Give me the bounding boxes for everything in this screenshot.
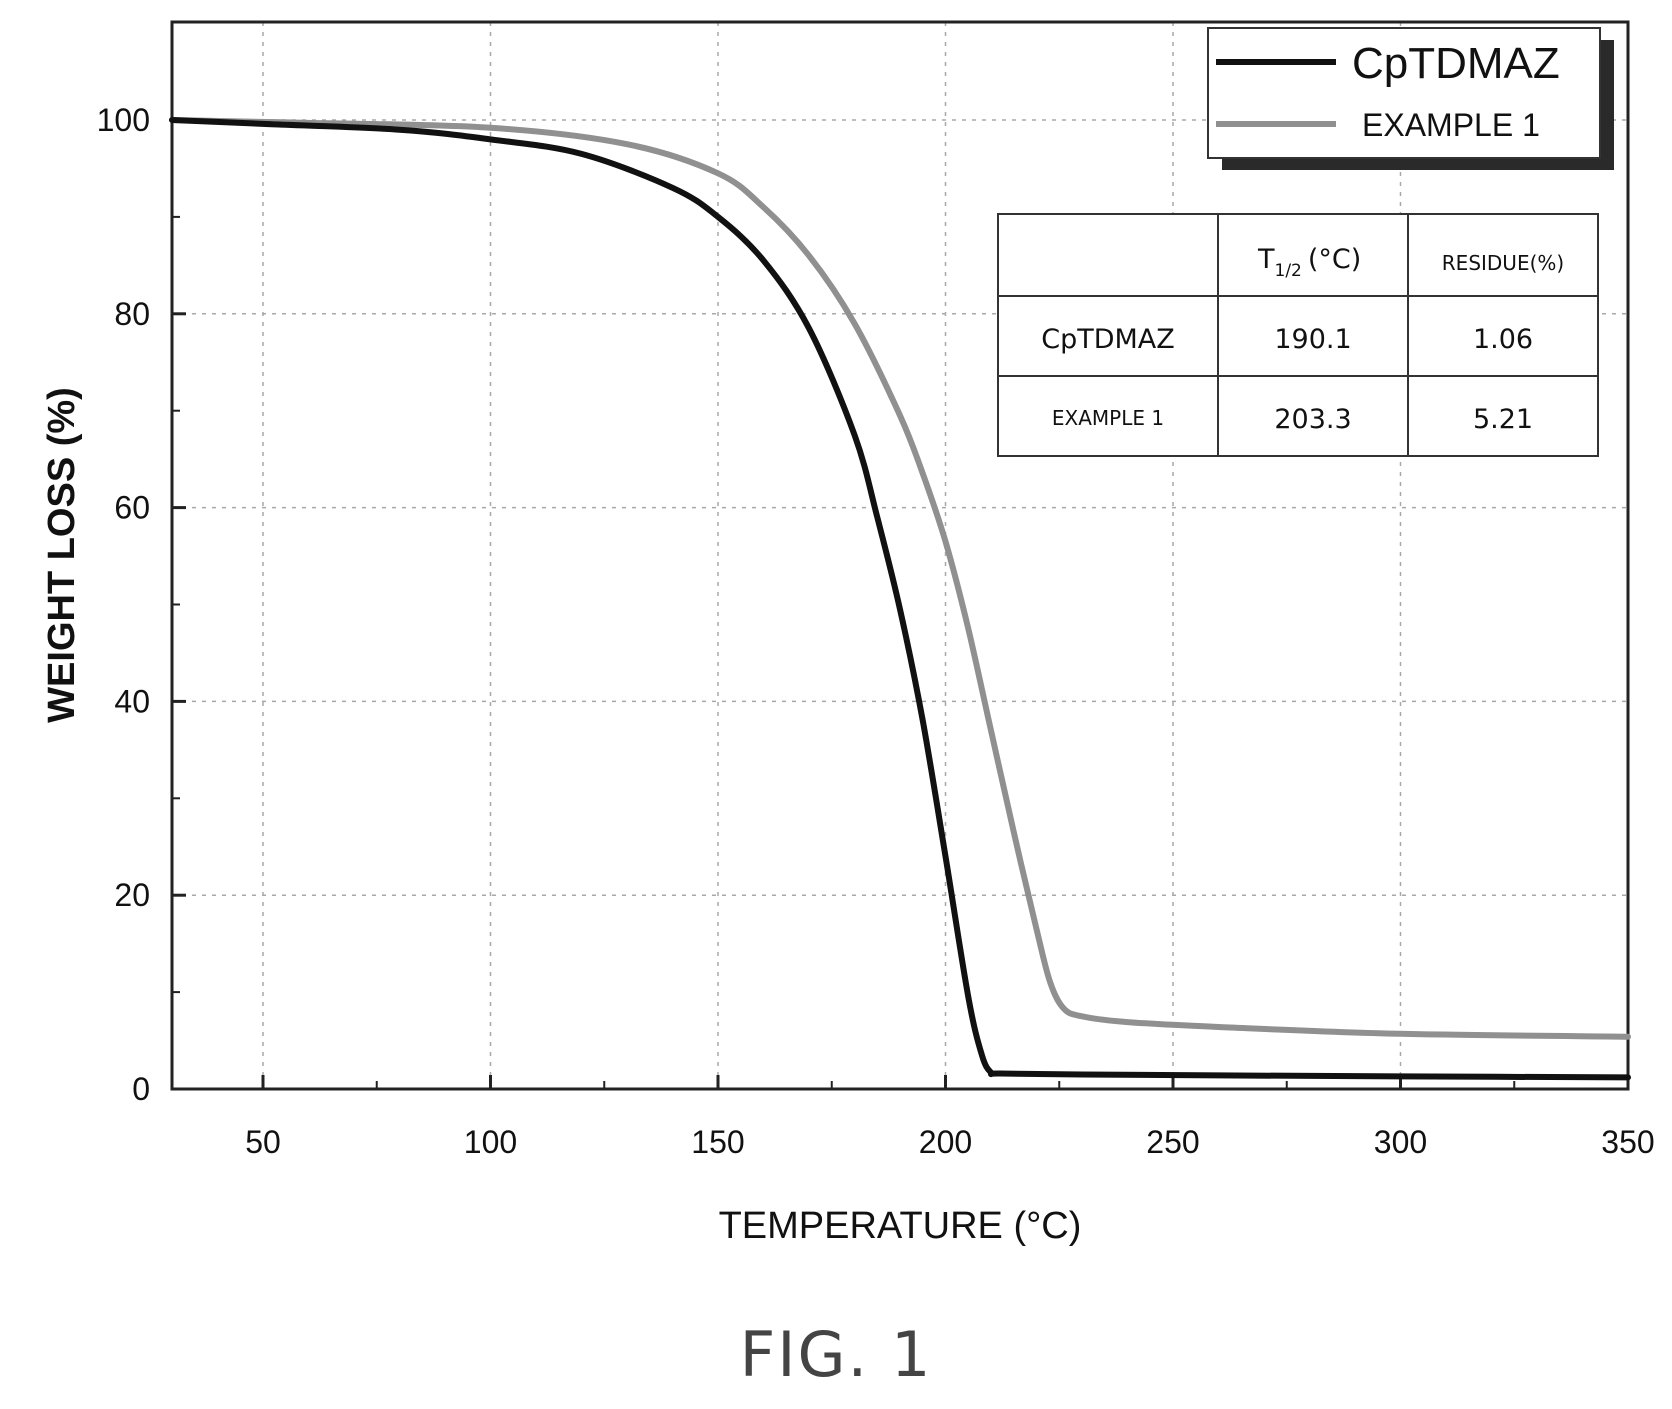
inset-table-header-residue: RESIDUE(%): [1442, 251, 1564, 275]
inset-table-cell: EXAMPLE 1: [1052, 406, 1164, 430]
inset-table-cell: CpTDMAZ: [1041, 324, 1175, 355]
plot-frame: [170, 20, 1630, 1091]
grid: [172, 22, 1628, 1089]
x-tick-label: 350: [1601, 1124, 1654, 1160]
series-line-cptdmaz: [169, 117, 1631, 1081]
inset-table-frame: [997, 213, 1599, 457]
inset-table-cell: 5.21: [1473, 404, 1533, 435]
inset-table-header-subscript: 1/2: [1275, 261, 1302, 281]
series-lines: [169, 117, 1631, 1081]
y-tick-label: 20: [114, 877, 150, 913]
figure-caption: FIG. 1: [739, 1318, 933, 1391]
y-tick-label: 40: [114, 683, 150, 719]
inset-table-cell: 1.06: [1473, 324, 1533, 355]
x-tick-label: 200: [919, 1124, 972, 1160]
legend-label-cptdmaz: CpTDMAZ: [1352, 39, 1560, 88]
legend-label-example-1: EXAMPLE 1: [1362, 107, 1540, 143]
y-tick-label: 60: [114, 490, 150, 526]
x-axis-title: TEMPERATURE (°C): [719, 1205, 1082, 1247]
legend-box: [1207, 27, 1601, 159]
axis-ticks: 50 100 150 200 250 300 350 0 20 40 60 80 100: [97, 102, 1655, 1160]
inset-table: T1/2 (°C) RESIDUE(%) CpTDMAZ 190.1 1.06 E…: [997, 213, 1599, 457]
y-tick-label: 0: [132, 1071, 150, 1107]
x-tick-label: 250: [1146, 1124, 1199, 1160]
inset-table-cell: 190.1: [1274, 324, 1351, 355]
inset-table-cell: 203.3: [1274, 404, 1351, 435]
series-line-example-1: [169, 117, 1631, 1040]
y-tick-label: 100: [97, 102, 150, 138]
x-tick-label: 50: [245, 1124, 281, 1160]
y-axis-title: WEIGHT LOSS (%): [41, 387, 83, 723]
tga-chart: 50 100 150 200 250 300 350 0 20 40 60 80 100 TEMPERA…: [41, 20, 1655, 1247]
x-tick-label: 300: [1374, 1124, 1427, 1160]
x-tick-label: 100: [464, 1124, 517, 1160]
inset-table-header-t: T1/2 (°C): [1257, 244, 1361, 281]
y-tick-label: 80: [114, 296, 150, 332]
x-tick-label: 150: [691, 1124, 744, 1160]
legend: CpTDMAZ EXAMPLE 1: [1207, 27, 1614, 170]
